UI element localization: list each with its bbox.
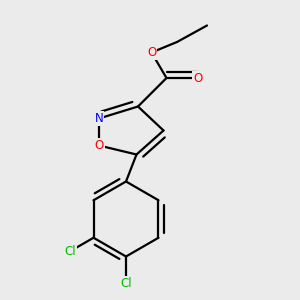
Text: O: O: [147, 46, 156, 59]
Text: Cl: Cl: [64, 245, 76, 258]
Text: O: O: [194, 71, 202, 85]
Text: N: N: [94, 112, 103, 125]
Text: Cl: Cl: [120, 277, 132, 290]
Text: O: O: [94, 139, 103, 152]
